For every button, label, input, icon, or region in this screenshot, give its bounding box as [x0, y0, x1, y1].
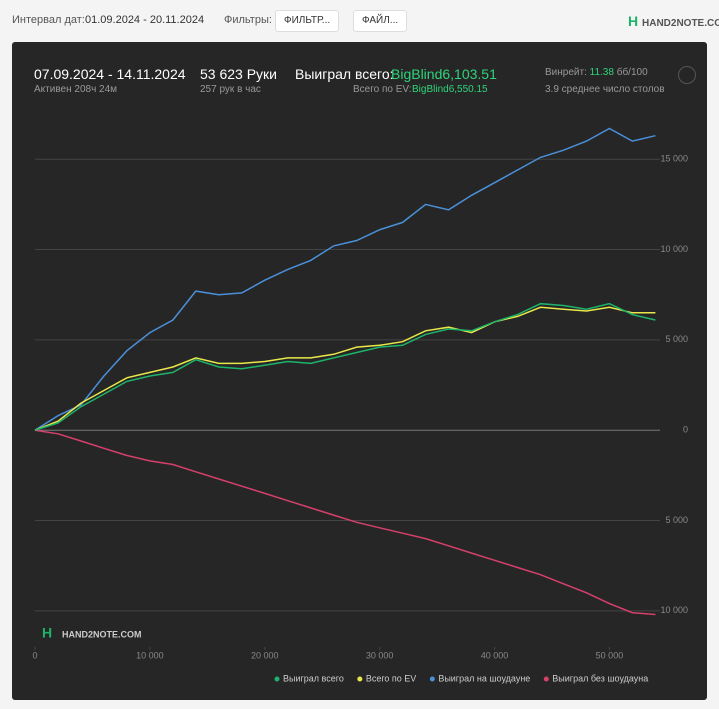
legend-marker [274, 676, 280, 682]
legend-label: Выиграл на шоудауне [438, 673, 530, 683]
panel: 07.09.2024 - 14.11.2024 Активен 208ч 24м… [12, 42, 707, 700]
line [34, 306, 656, 431]
watermark: HAND2NOTE.COM [62, 629, 142, 639]
line [34, 127, 656, 431]
tables: 3.9 среднее число столов [545, 84, 665, 95]
legend-label: Выиграл всего [283, 673, 344, 683]
legend-label: Всего по EV [366, 673, 416, 683]
x-tick-label: 50 000 [596, 650, 624, 660]
watermark-icon: H [42, 625, 52, 641]
legend-marker [357, 676, 363, 682]
hands-per-hour: 257 рук в час [200, 84, 261, 95]
won-label: Выиграл всего: [295, 66, 394, 82]
y-tick-label: 5 000 [665, 334, 688, 344]
y-tick-label: 10 000 [660, 605, 688, 615]
y-tick-label: 10 000 [660, 244, 688, 254]
ev-label: Всего по EV: [353, 84, 412, 95]
x-tick-label: 30 000 [366, 650, 394, 660]
logo-text: HAND2NOTE.COM [642, 18, 719, 29]
winrate-label: Винрейт: [545, 67, 587, 78]
line [34, 302, 656, 431]
legend-label: Выиграл без шоудауна [552, 673, 648, 683]
winrate-unit: бб/100 [616, 67, 648, 78]
legend-marker [543, 676, 549, 682]
y-tick-label: 15 000 [660, 154, 688, 164]
y-tick-label: 0 [683, 425, 688, 435]
x-tick-label: 20 000 [251, 650, 279, 660]
winrate: Винрейт: 11.38 бб/100 [545, 67, 648, 78]
x-tick-label: 0 [32, 650, 37, 660]
hands: 53 623 Руки [200, 66, 277, 82]
legend-marker [429, 676, 435, 682]
x-tick-label: 10 000 [136, 650, 164, 660]
y-tick-label: 5 000 [665, 515, 688, 525]
active: Активен 208ч 24м [34, 84, 118, 95]
filters-label: Фильтры: [224, 14, 272, 26]
winrate-value: 11.38 [589, 67, 614, 78]
period: 07.09.2024 - 14.11.2024 [34, 66, 186, 82]
chart: H HAND2NOTE.COM 10 000 5 000 0 5 000 10 000 1… [32, 127, 688, 683]
date-range[interactable]: 01.09.2024 - 20.11.2024 [85, 14, 205, 26]
won-value: BigBlind6,103.51 [391, 66, 497, 82]
file-button[interactable]: ФАЙЛ... [353, 10, 408, 32]
date-label: Интервал дат: [12, 14, 85, 26]
ev-value: BigBlind6,550.15 [412, 84, 488, 95]
logo[interactable]: H HAND2NOTE.COM [628, 13, 719, 29]
x-tick-label: 40 000 [481, 650, 509, 660]
settings-button[interactable] [678, 66, 696, 84]
line [34, 429, 656, 616]
filter-button[interactable]: ФИЛЬТР... [275, 10, 340, 32]
